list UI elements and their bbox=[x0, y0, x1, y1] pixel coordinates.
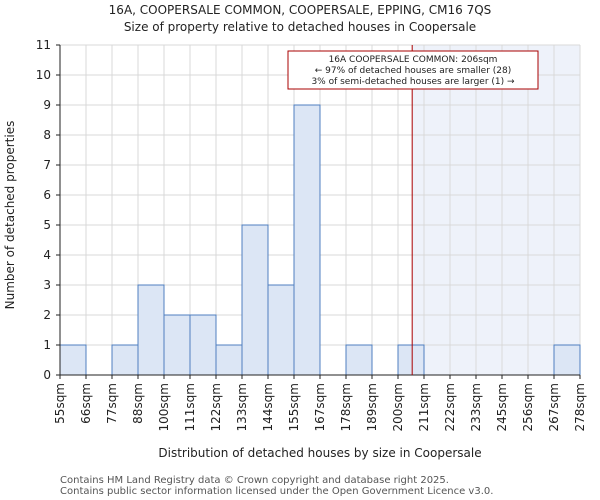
bar bbox=[163, 314, 191, 376]
y-tick-label: 9 bbox=[43, 98, 51, 112]
y-tick-label: 3 bbox=[43, 278, 51, 292]
bar bbox=[215, 344, 243, 376]
x-tick-label: 278sqm bbox=[573, 383, 587, 431]
y-tick-label: 2 bbox=[43, 308, 51, 322]
y-tick-label: 6 bbox=[43, 188, 51, 202]
x-tick-label: 66sqm bbox=[79, 383, 93, 424]
annotation-line: 16A COOPERSALE COMMON: 206sqm bbox=[329, 55, 498, 65]
chart-title: 16A, COOPERSALE COMMON, COOPERSALE, EPPI… bbox=[109, 3, 492, 17]
x-tick-label: 189sqm bbox=[365, 383, 379, 431]
highlight-region bbox=[412, 45, 580, 375]
footer-line-1: Contains HM Land Registry data © Crown c… bbox=[60, 475, 449, 486]
y-tick-label: 4 bbox=[43, 248, 51, 262]
x-axis-label: Distribution of detached houses by size … bbox=[158, 446, 481, 460]
bar bbox=[137, 284, 165, 376]
y-tick-label: 8 bbox=[43, 128, 51, 142]
x-tick-label: 211sqm bbox=[417, 383, 431, 431]
x-tick-label: 77sqm bbox=[105, 383, 119, 424]
annotation-line: ← 97% of detached houses are smaller (28… bbox=[315, 66, 512, 76]
bar bbox=[241, 224, 269, 376]
x-tick-label: 122sqm bbox=[209, 383, 223, 431]
y-tick-label: 1 bbox=[43, 338, 51, 352]
x-tick-label: 55sqm bbox=[53, 383, 67, 424]
x-tick-label: 111sqm bbox=[183, 383, 197, 431]
plot-area: 0 1 2 3 4 5 6 7 8 9 10 11 55sqm 66sqm 77sqm 88sqm 100sqm… bbox=[36, 38, 587, 431]
annotation-line: 3% of semi-detached houses are larger (1… bbox=[311, 77, 515, 87]
x-tick-label: 100sqm bbox=[157, 383, 171, 431]
y-tick-label: 10 bbox=[36, 68, 51, 82]
bar bbox=[189, 314, 217, 376]
x-tick-label: 245sqm bbox=[495, 383, 509, 431]
chart-subtitle: Size of property relative to detached ho… bbox=[124, 20, 476, 34]
y-tick-label: 5 bbox=[43, 218, 51, 232]
y-tick-label: 7 bbox=[43, 158, 51, 172]
x-tick-label: 200sqm bbox=[391, 383, 405, 431]
y-tick-label: 0 bbox=[43, 368, 51, 382]
footer-line-2: Contains public sector information licen… bbox=[60, 486, 493, 497]
x-tick-label: 144sqm bbox=[261, 383, 275, 431]
x-tick-label: 155sqm bbox=[287, 383, 301, 431]
x-tick-label: 167sqm bbox=[313, 383, 327, 431]
x-tick-label: 222sqm bbox=[443, 383, 457, 431]
x-tick-label: 133sqm bbox=[235, 383, 249, 431]
bar bbox=[345, 344, 373, 376]
x-tick-label: 267sqm bbox=[547, 383, 561, 431]
annotation-box bbox=[287, 50, 539, 90]
bar bbox=[267, 284, 295, 376]
bar bbox=[293, 104, 321, 376]
x-tick-label: 233sqm bbox=[469, 383, 483, 431]
bar bbox=[59, 344, 87, 376]
y-tick-label: 11 bbox=[36, 38, 51, 52]
x-tick-label: 178sqm bbox=[339, 383, 353, 431]
bar bbox=[111, 344, 139, 376]
x-tick-label: 256sqm bbox=[521, 383, 535, 431]
bar bbox=[553, 344, 581, 376]
bar bbox=[397, 344, 425, 376]
y-axis-label: Number of detached properties bbox=[3, 121, 17, 310]
x-tick-label: 88sqm bbox=[131, 383, 145, 424]
